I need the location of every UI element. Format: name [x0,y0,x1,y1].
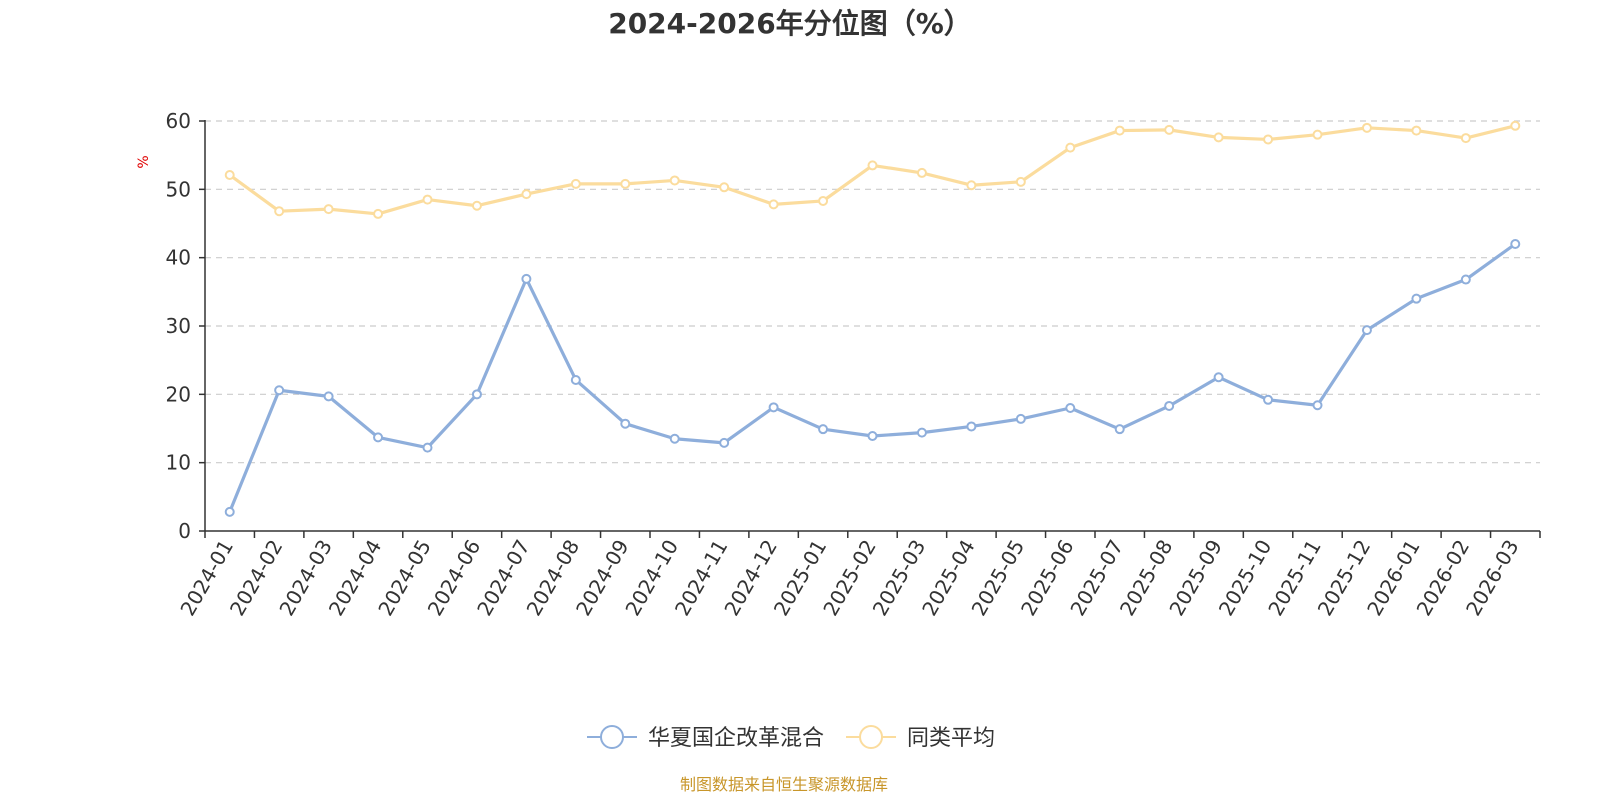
legend-marker [600,725,624,749]
data-point [1510,120,1521,131]
data-point [1312,400,1323,411]
data-point [966,180,977,191]
data-point [669,175,680,186]
data-point [916,427,927,438]
data-point [1510,239,1521,249]
legend-item-1: 华夏国企改革混合 [587,725,824,751]
data-point [1213,372,1224,383]
data-point [669,433,680,444]
data-point [1015,413,1026,424]
data-point [719,437,730,448]
data-point [1411,125,1422,136]
series-1 [224,239,1521,517]
axes: 01020304050602024-012024-022024-032024-0… [166,109,1541,620]
data-point [471,200,482,211]
data-point [966,421,977,432]
data-point [818,195,829,206]
data-point [521,273,532,284]
data-point [373,208,384,219]
data-point [1164,124,1175,135]
legend-marker [859,725,884,749]
y-tick-label: 60 [166,109,191,133]
data-point [1411,293,1422,304]
data-source-note: 制图数据来自恒生聚源数据库 [680,775,888,794]
data-point [373,432,384,443]
data-point [422,194,433,205]
y-tick-label: 0 [178,519,191,543]
data-point [422,442,433,453]
data-point [323,391,334,402]
grid-lines [205,120,1540,464]
series-lines [224,120,1521,517]
legend-label: 同类平均 [907,726,995,751]
data-point [471,389,482,400]
data-point [1015,176,1026,187]
y-tick-label: 10 [166,451,191,475]
series-line [228,242,1517,514]
data-point [1114,424,1125,435]
data-point [570,178,581,189]
data-point [323,204,334,215]
series-2 [224,120,1521,219]
data-point [1361,325,1372,336]
y-tick-label: 50 [166,177,191,201]
data-point [1312,129,1323,140]
data-point [867,160,878,171]
y-axis-unit-label: % [136,155,152,168]
data-point [1164,400,1175,411]
data-point [1460,133,1471,144]
data-point [916,167,927,178]
data-point [1213,132,1224,143]
y-tick-label: 40 [166,246,191,270]
legend-item-2: 同类平均 [846,725,995,751]
chart-title: 2024-2026年分位图（%） [608,7,972,40]
data-point [224,506,235,517]
data-point [768,402,779,413]
data-point [818,424,829,435]
data-point [1114,125,1125,136]
data-point [1361,122,1372,133]
legend-label: 华夏国企改革混合 [648,726,824,751]
data-point [224,169,235,180]
y-tick-label: 20 [166,382,191,406]
data-point [1263,134,1274,145]
data-point [274,385,285,396]
legend: 华夏国企改革混合 同类平均 [587,725,995,751]
data-point [1460,274,1471,285]
data-point [521,189,532,200]
data-point [1065,403,1076,413]
data-point [1263,394,1274,405]
data-point [768,199,779,210]
data-point [1065,142,1076,153]
data-point [719,182,730,193]
data-point [274,206,285,217]
y-tick-label: 30 [166,314,191,338]
data-point [867,431,878,442]
data-point [570,374,581,385]
data-point [620,418,631,429]
data-point [620,178,631,189]
